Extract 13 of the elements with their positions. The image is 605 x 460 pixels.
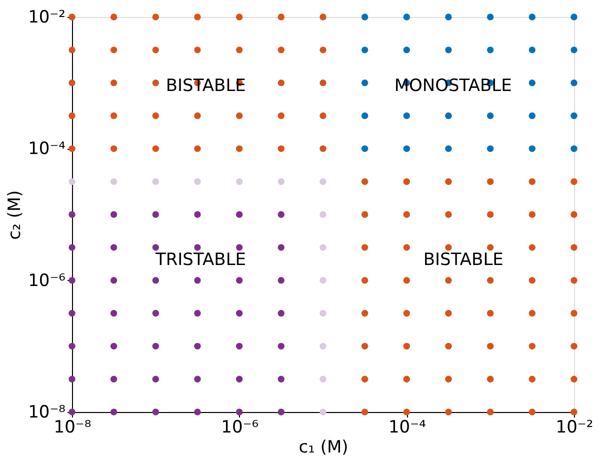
x-axis-title: c₁ (M)	[298, 438, 348, 458]
annotation: BISTABLE	[423, 250, 504, 270]
x-tick-label: 10⁻⁶	[221, 418, 259, 438]
y-tick-label: 10⁻⁶	[28, 270, 66, 291]
y-tick-label: 10⁻²	[28, 8, 66, 28]
x-tick-label: 10⁻⁸	[54, 418, 92, 438]
annotation: BISTABLE	[166, 76, 246, 96]
y-axis-title: c₂ (M)	[5, 190, 26, 240]
annotation: MONOSTABLE	[394, 76, 512, 96]
annotation: TRISTABLE	[154, 250, 246, 270]
x-tick-label: 10⁻⁴	[388, 418, 426, 438]
x-tick-label: 10⁻²	[556, 418, 594, 438]
y-tick-label: 10⁻⁴	[28, 139, 66, 160]
